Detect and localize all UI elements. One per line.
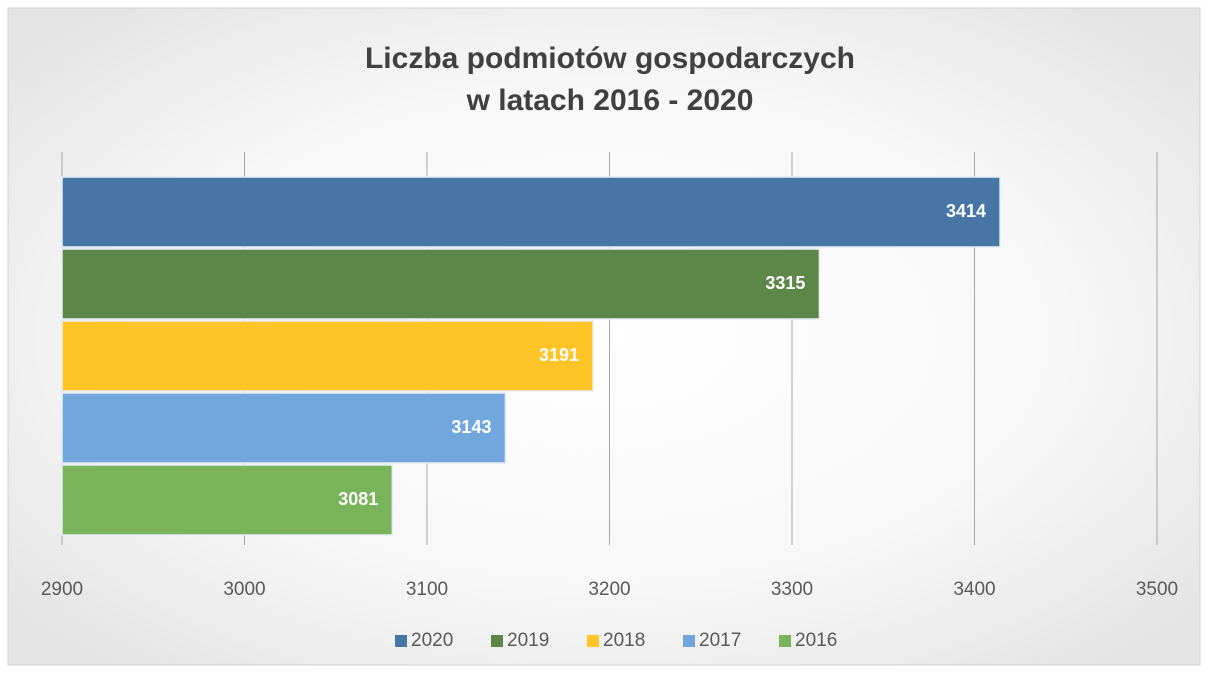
legend-label: 2016 (795, 630, 837, 651)
value-label: 3414 (946, 201, 986, 221)
bar (61, 392, 507, 464)
legend-label: 2018 (603, 630, 645, 651)
x-tick-label: 3000 (223, 579, 265, 600)
x-tick-label: 3300 (771, 579, 813, 600)
value-label: 3081 (338, 489, 378, 509)
x-tick-label: 3200 (588, 579, 630, 600)
legend-swatch (395, 635, 407, 647)
legend-label: 2020 (411, 630, 453, 651)
bar (61, 176, 1001, 248)
chart-title: Liczba podmiotów gospodarczych (365, 42, 855, 75)
x-tick-label: 3400 (953, 579, 995, 600)
x-tick-label: 3500 (1136, 579, 1178, 600)
bar (61, 248, 821, 320)
value-label: 3315 (765, 273, 805, 293)
bar (61, 464, 394, 536)
legend-swatch (683, 635, 695, 647)
x-tick-label: 3100 (406, 579, 448, 600)
legend-label: 2017 (699, 630, 741, 651)
bar (61, 320, 594, 392)
legend-swatch (779, 635, 791, 647)
x-tick-label: 2900 (41, 579, 83, 600)
value-label: 3191 (539, 345, 579, 365)
value-label: 3143 (451, 417, 491, 437)
legend-label: 2019 (507, 630, 549, 651)
legend-swatch (491, 635, 503, 647)
legend-swatch (587, 635, 599, 647)
chart-title: w latach 2016 - 2020 (466, 84, 754, 117)
